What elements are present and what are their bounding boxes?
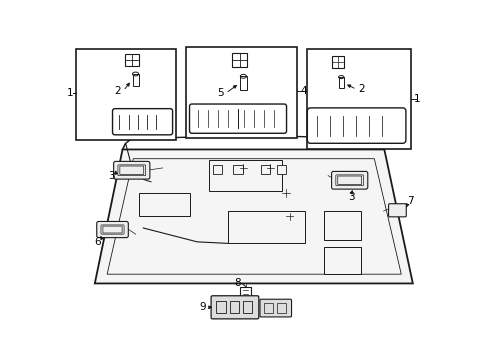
Bar: [209, 160, 282, 191]
Text: 2: 2: [358, 84, 365, 94]
Bar: [332, 55, 344, 68]
Bar: [276, 303, 286, 313]
Bar: [125, 54, 139, 66]
Bar: [240, 76, 246, 90]
Text: 7: 7: [407, 196, 414, 206]
Bar: [217, 301, 226, 314]
FancyBboxPatch shape: [260, 299, 292, 317]
Bar: [213, 165, 222, 174]
Text: 1: 1: [67, 88, 74, 98]
Polygon shape: [95, 149, 413, 283]
Text: 2: 2: [115, 86, 121, 96]
FancyBboxPatch shape: [389, 204, 406, 217]
Bar: [233, 165, 243, 174]
Bar: [140, 193, 190, 216]
Bar: [240, 287, 251, 299]
Bar: [276, 165, 286, 174]
Bar: [339, 77, 344, 88]
Text: 3: 3: [348, 192, 355, 202]
Text: 1: 1: [414, 94, 420, 104]
Bar: [229, 301, 239, 314]
FancyBboxPatch shape: [97, 221, 128, 238]
Text: 9: 9: [199, 302, 206, 312]
Bar: [228, 211, 305, 243]
FancyBboxPatch shape: [114, 161, 150, 179]
Bar: [76, 49, 176, 140]
Bar: [243, 301, 252, 314]
Bar: [264, 303, 273, 313]
Text: 6: 6: [94, 237, 100, 247]
Bar: [132, 74, 139, 86]
Bar: [307, 49, 411, 149]
Bar: [186, 47, 297, 138]
Bar: [261, 165, 270, 174]
Text: 3: 3: [108, 171, 114, 181]
FancyBboxPatch shape: [211, 296, 259, 319]
Text: 4: 4: [300, 86, 307, 96]
Bar: [324, 211, 361, 240]
Text: 5: 5: [217, 88, 223, 98]
Bar: [232, 53, 247, 67]
FancyBboxPatch shape: [332, 171, 368, 189]
Bar: [324, 247, 361, 274]
Text: 8: 8: [235, 278, 242, 288]
